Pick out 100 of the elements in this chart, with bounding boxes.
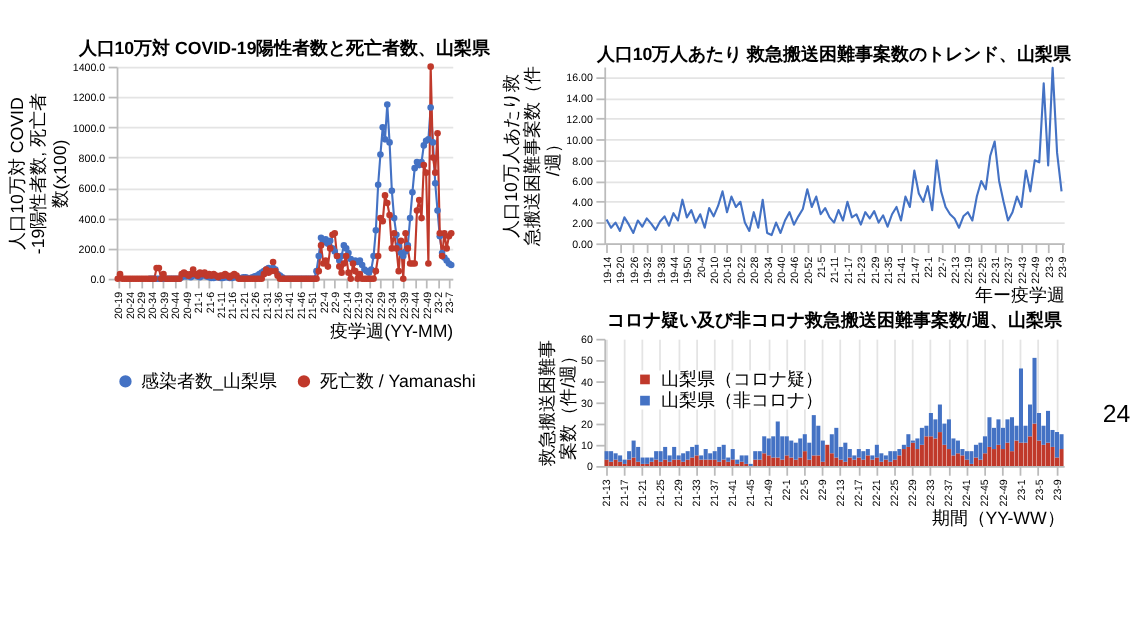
chart-title: 人口10万人あたり 救急搬送困難事案数のトレンド、山梨県 — [594, 43, 1074, 64]
bar — [1000, 427, 1005, 450]
bar — [604, 459, 609, 467]
bar — [861, 451, 866, 460]
bar — [910, 442, 915, 467]
legend-label: 感染者数_山梨県 — [141, 370, 278, 391]
bar — [712, 451, 717, 460]
bar — [1045, 442, 1051, 467]
bar — [780, 459, 785, 467]
bar — [928, 413, 933, 437]
bar — [951, 455, 956, 467]
bar — [955, 440, 960, 454]
bar — [784, 455, 789, 467]
bar — [987, 417, 992, 447]
bar — [609, 461, 614, 467]
bar — [1005, 419, 1010, 443]
bar — [888, 461, 893, 467]
bar — [906, 434, 911, 447]
bar — [730, 449, 735, 460]
bar — [834, 457, 839, 467]
bar — [816, 455, 821, 467]
bar — [807, 459, 812, 467]
bar — [1018, 368, 1024, 443]
bar — [955, 453, 960, 467]
bar — [825, 444, 830, 467]
bar — [681, 461, 686, 467]
bar — [631, 457, 636, 467]
bar — [658, 451, 663, 462]
bar — [798, 457, 803, 467]
bar — [870, 459, 875, 467]
bar — [618, 455, 623, 462]
bar — [802, 451, 807, 467]
bar — [717, 461, 722, 467]
x-axis-title: 年ー疫学週 — [974, 285, 1065, 306]
bar — [892, 459, 897, 467]
bar — [919, 444, 924, 467]
legend-label: 山梨県（コロナ疑） — [660, 368, 823, 389]
bar — [1041, 444, 1046, 467]
bar — [982, 453, 987, 467]
bar — [964, 459, 969, 467]
bar — [1050, 446, 1055, 467]
bar — [829, 434, 834, 454]
bar — [897, 449, 902, 456]
bar — [865, 449, 870, 456]
bar — [843, 461, 848, 467]
bar — [915, 449, 920, 467]
bar — [964, 451, 969, 460]
bar — [672, 459, 677, 467]
bar — [843, 442, 848, 462]
bar — [978, 442, 983, 460]
bar — [879, 453, 884, 462]
bar — [658, 461, 663, 467]
bar — [654, 459, 659, 467]
bar — [717, 446, 722, 462]
bar — [1009, 417, 1015, 452]
bar — [636, 446, 641, 462]
bar — [762, 453, 767, 467]
legend-label: 死亡数 / Yamanashi — [319, 370, 476, 391]
bar — [663, 459, 668, 467]
bar — [978, 459, 983, 467]
bar — [811, 415, 816, 456]
bar — [703, 449, 708, 460]
bar — [1055, 432, 1060, 458]
bar — [847, 457, 852, 467]
bar — [856, 449, 861, 458]
bar — [973, 457, 978, 467]
bar — [856, 457, 861, 467]
bar — [703, 459, 708, 467]
y-axis-title: 救急搬送困難事案数（件/週） — [536, 340, 578, 469]
bar — [834, 427, 839, 458]
bar — [838, 459, 843, 467]
bar — [1000, 449, 1005, 467]
bar — [906, 446, 911, 467]
bar — [739, 455, 744, 462]
bar — [874, 457, 879, 467]
bar — [690, 457, 695, 467]
bar — [613, 453, 618, 460]
bar — [694, 455, 699, 467]
bar — [685, 451, 690, 460]
bar — [676, 459, 681, 467]
bar — [1005, 442, 1010, 467]
bar — [901, 449, 906, 467]
bar — [946, 449, 951, 467]
bar — [847, 449, 852, 458]
y-axis-title: 人口10万人あたり救急搬送困難事案数（件/週） — [500, 65, 564, 248]
bar — [1059, 449, 1064, 467]
bar — [946, 419, 951, 450]
bar — [654, 451, 659, 460]
line-series — [605, 66, 1063, 237]
bar — [726, 461, 731, 467]
bar — [960, 455, 965, 467]
bar — [937, 432, 942, 467]
bar — [919, 427, 924, 445]
bar — [928, 436, 933, 467]
bar — [861, 459, 866, 467]
bar — [888, 451, 893, 462]
bar — [996, 419, 1001, 445]
bar — [667, 461, 672, 467]
bar — [613, 459, 618, 467]
bar — [829, 453, 834, 467]
